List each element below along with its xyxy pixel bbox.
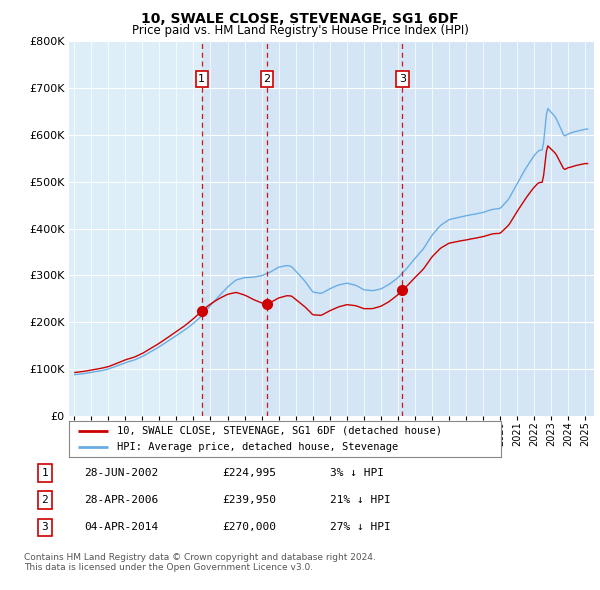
Text: Contains HM Land Registry data © Crown copyright and database right 2024.: Contains HM Land Registry data © Crown c…	[24, 553, 376, 562]
Text: £239,950: £239,950	[222, 496, 276, 505]
Text: 1: 1	[41, 468, 49, 478]
Text: £270,000: £270,000	[222, 523, 276, 532]
Text: 21% ↓ HPI: 21% ↓ HPI	[330, 496, 391, 505]
Text: 10, SWALE CLOSE, STEVENAGE, SG1 6DF: 10, SWALE CLOSE, STEVENAGE, SG1 6DF	[141, 12, 459, 26]
Text: £224,995: £224,995	[222, 468, 276, 478]
Text: 3: 3	[399, 74, 406, 84]
Bar	[403, 41, 594, 416]
Text: 2: 2	[263, 74, 271, 84]
Bar	[267, 41, 403, 416]
Text: 3% ↓ HPI: 3% ↓ HPI	[330, 468, 384, 478]
Text: This data is licensed under the Open Government Licence v3.0.: This data is licensed under the Open Gov…	[24, 563, 313, 572]
Text: 10, SWALE CLOSE, STEVENAGE, SG1 6DF (detached house): 10, SWALE CLOSE, STEVENAGE, SG1 6DF (det…	[116, 425, 442, 435]
Text: 27% ↓ HPI: 27% ↓ HPI	[330, 523, 391, 532]
Text: Price paid vs. HM Land Registry's House Price Index (HPI): Price paid vs. HM Land Registry's House …	[131, 24, 469, 37]
Text: 04-APR-2014: 04-APR-2014	[84, 523, 158, 532]
Text: 2: 2	[41, 496, 49, 505]
Text: 28-APR-2006: 28-APR-2006	[84, 496, 158, 505]
Text: 28-JUN-2002: 28-JUN-2002	[84, 468, 158, 478]
Bar	[202, 41, 267, 416]
Text: 3: 3	[41, 523, 49, 532]
Text: HPI: Average price, detached house, Stevenage: HPI: Average price, detached house, Stev…	[116, 442, 398, 453]
Text: 1: 1	[198, 74, 205, 84]
